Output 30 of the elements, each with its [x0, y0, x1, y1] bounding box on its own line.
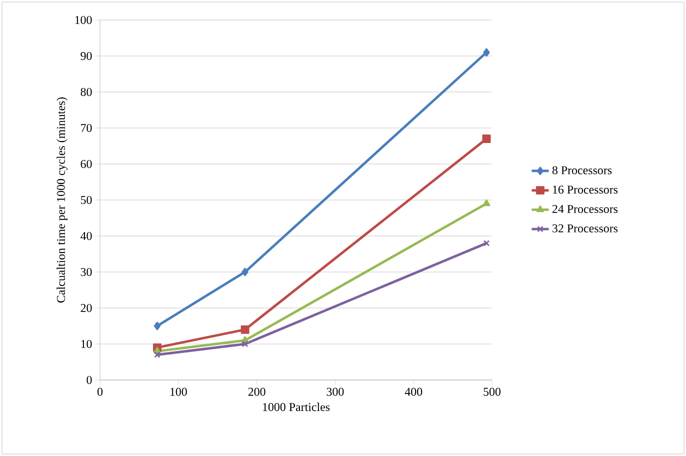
y-tick-label: 60: [80, 160, 92, 168]
x-tick-label: 500: [484, 388, 501, 396]
point: [482, 199, 490, 206]
x-tick-label: 100: [170, 388, 187, 396]
point: [483, 48, 490, 57]
point: [482, 134, 491, 144]
y-tick-label: 20: [80, 304, 92, 312]
y-tick-label: 70: [81, 124, 92, 132]
x-tick-label: 200: [248, 388, 266, 396]
legend-label: 16 Processors: [553, 186, 618, 194]
x-tick-label: 0: [97, 388, 103, 396]
legend-label: 24 Processors: [552, 204, 618, 214]
point: [240, 325, 250, 334]
point: [242, 268, 248, 276]
y-axis-title: Calcualtion time per 1000 cycles (minutes): [56, 97, 68, 303]
x-tick-label: 300: [326, 388, 344, 396]
y-tick-label: 80: [80, 88, 92, 96]
legend-label: 32 Processors: [552, 224, 618, 232]
y-tick-label: 100: [75, 16, 92, 24]
x-tick-label: 400: [404, 388, 422, 396]
y-tick-label: 40: [80, 232, 92, 240]
point: [154, 322, 161, 330]
y-tick-label: 50: [80, 196, 92, 204]
legend-label: 8 Processors: [552, 166, 612, 174]
y-tick-label: 0: [86, 376, 92, 384]
x-axis-title: 1000 Particles: [263, 402, 330, 412]
point: [242, 340, 248, 348]
y-tick-label: 90: [80, 52, 92, 60]
y-tick-label: 10: [81, 340, 92, 348]
y-tick-label: 30: [80, 268, 92, 276]
